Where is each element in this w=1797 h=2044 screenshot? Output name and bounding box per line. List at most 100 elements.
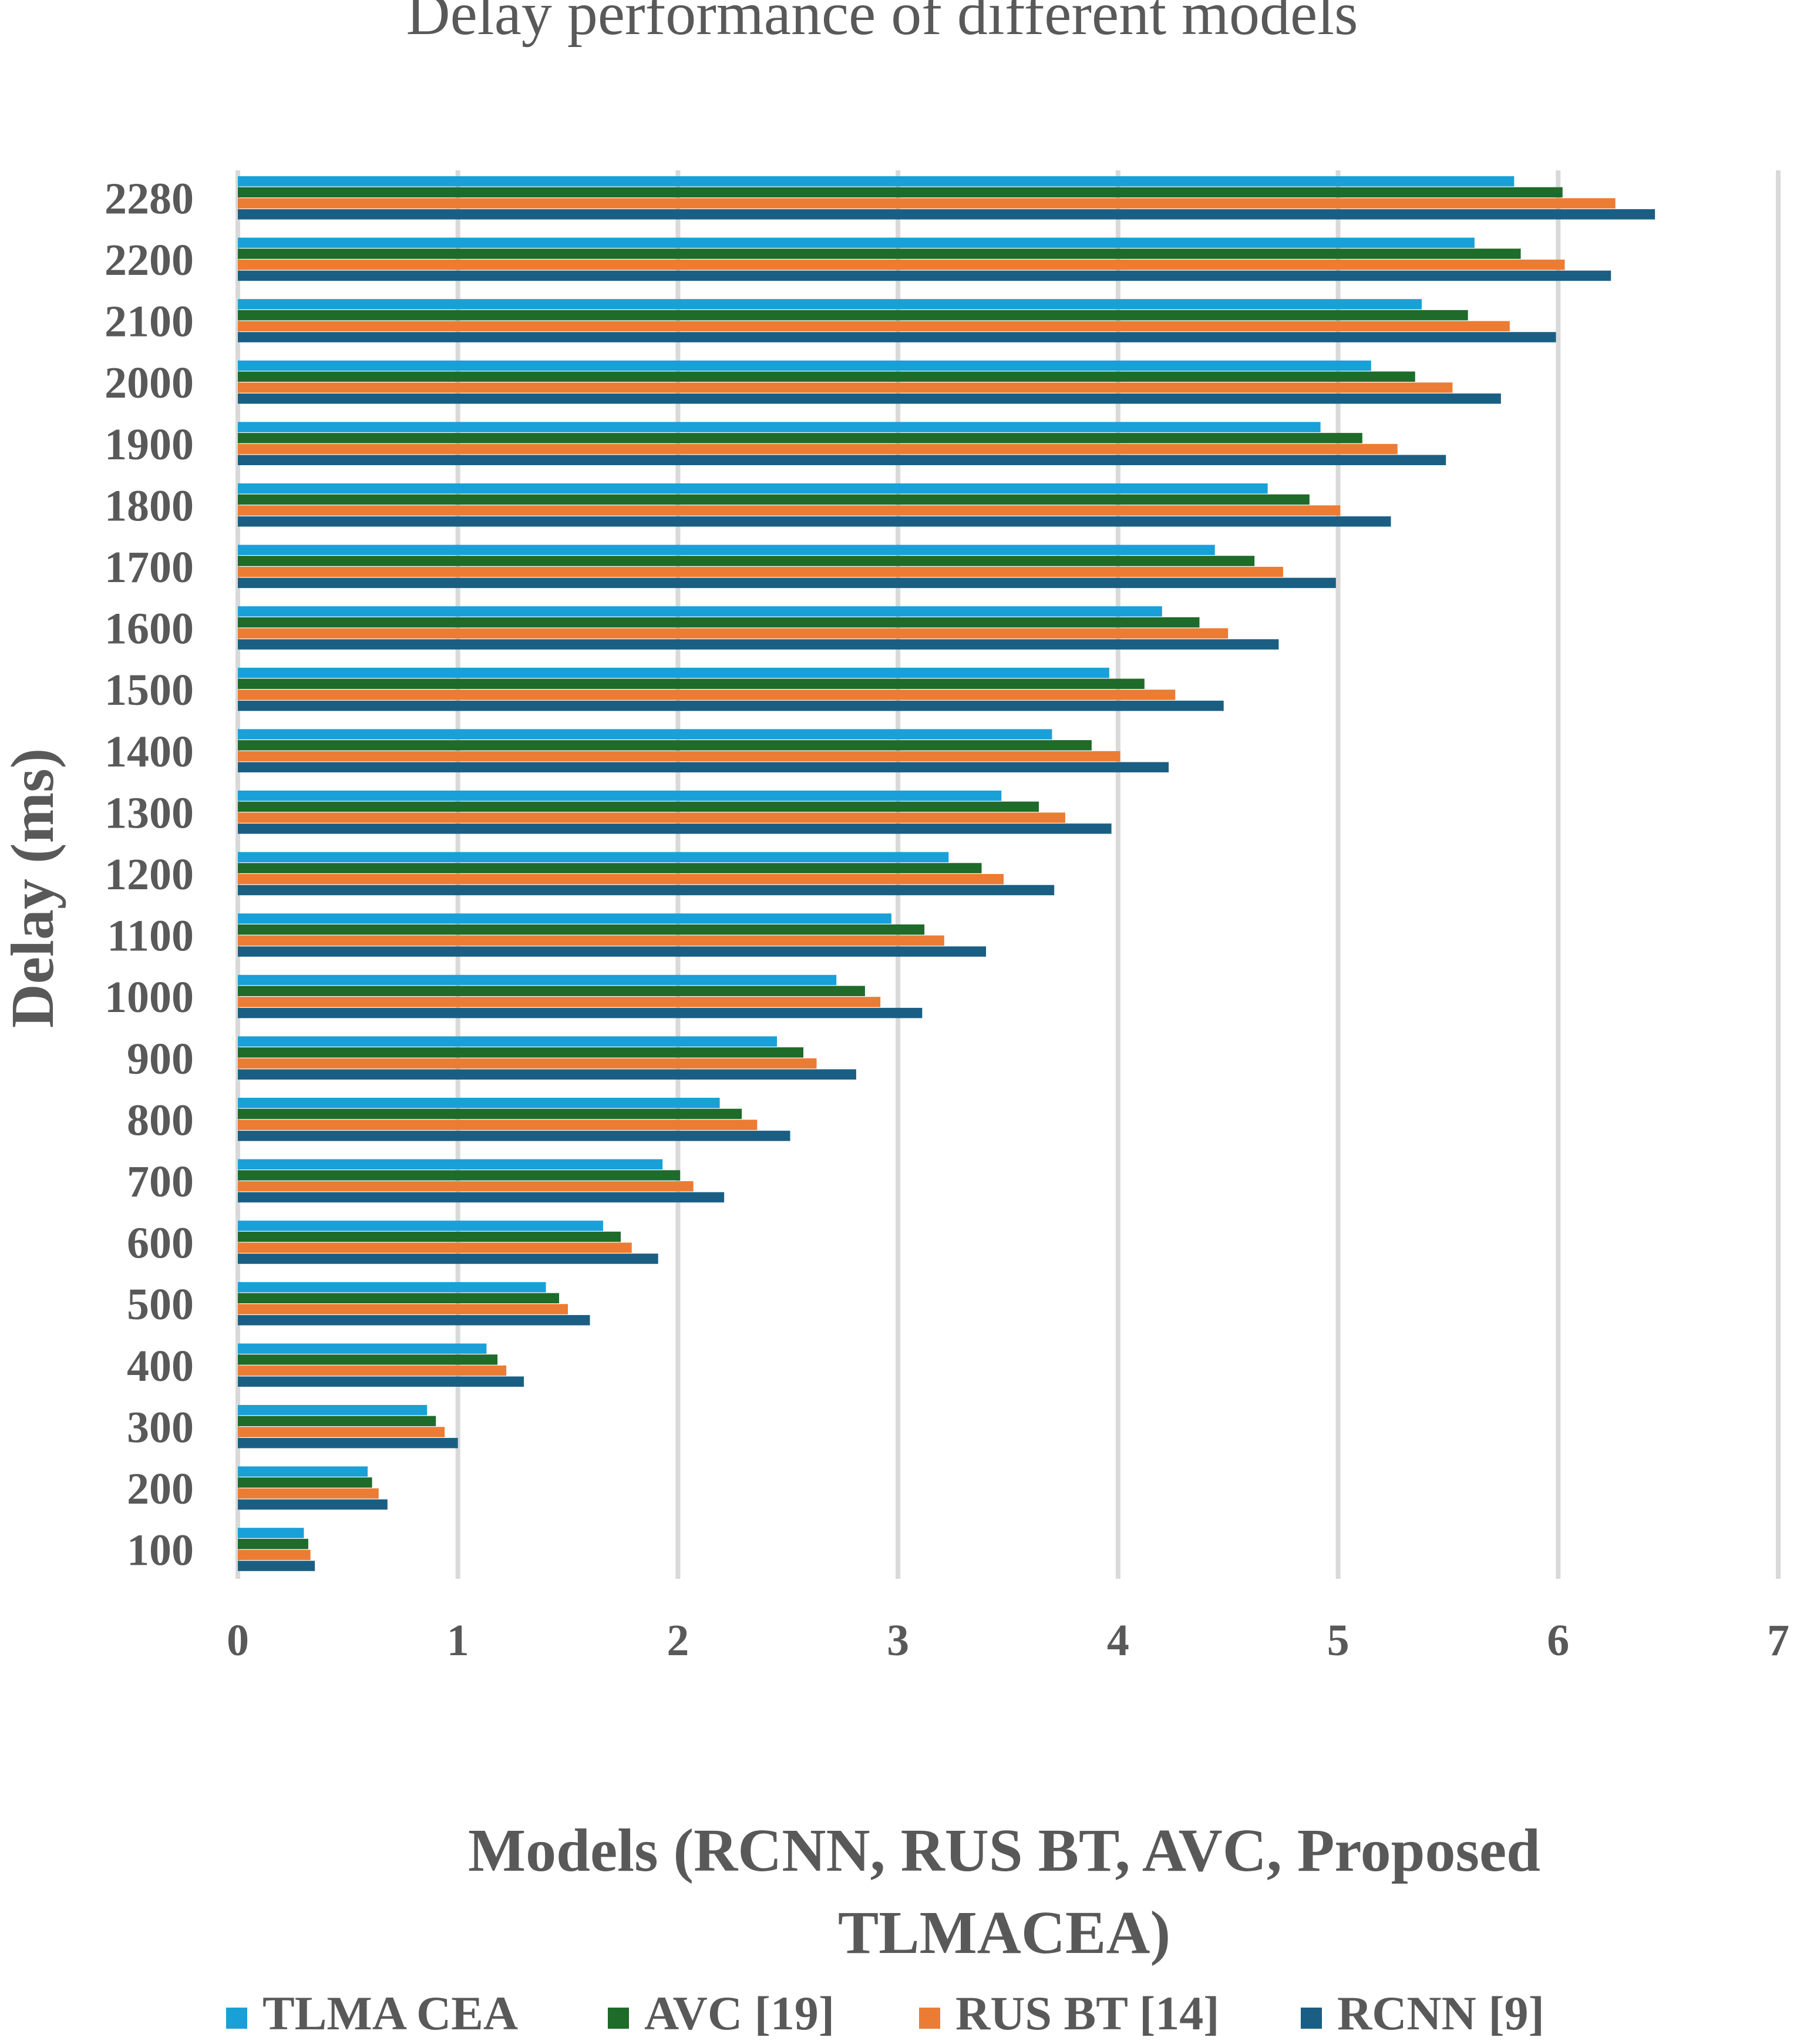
bar-500-s2 <box>238 1304 568 1315</box>
bar-900-s0 <box>238 1036 778 1047</box>
bar-1200-s1 <box>238 863 982 873</box>
bar-300-s0 <box>238 1405 428 1416</box>
bar-900-s1 <box>238 1047 804 1058</box>
bar-1000-s1 <box>238 986 865 996</box>
bar-1800-s0 <box>238 483 1268 494</box>
y-tick-1500: 1500 <box>105 665 194 715</box>
bar-1200-s3 <box>238 885 1055 896</box>
bar-100-s3 <box>238 1561 315 1571</box>
bar-1500-s2 <box>238 690 1176 700</box>
bar-1900-s3 <box>238 455 1446 465</box>
y-tick-1800: 1800 <box>105 481 194 530</box>
bar-1600-s0 <box>238 606 1162 617</box>
bar-200-s1 <box>238 1477 372 1488</box>
bar-500-s1 <box>238 1293 560 1303</box>
bar-1100-s2 <box>238 935 944 946</box>
y-tick-200: 200 <box>127 1464 194 1514</box>
y-tick-2280: 2280 <box>105 174 194 223</box>
bar-2100-s0 <box>238 299 1422 310</box>
bar-900-s2 <box>238 1058 817 1069</box>
chart-title: Delay performance of different models <box>406 0 1358 48</box>
bar-600-s3 <box>238 1253 658 1264</box>
bar-2200-s3 <box>238 270 1611 281</box>
y-tick-1100: 1100 <box>107 912 194 961</box>
y-tick-600: 600 <box>127 1219 194 1268</box>
y-tick-1300: 1300 <box>105 788 194 838</box>
bar-1300-s1 <box>238 801 1039 812</box>
bar-100-s1 <box>238 1538 308 1549</box>
bar-1500-s3 <box>238 700 1224 711</box>
y-axis-label: Delay (ms) <box>0 748 66 1028</box>
bar-2200-s2 <box>238 260 1565 270</box>
legend-label-0: TLMA CEA <box>263 1986 518 2040</box>
bar-2280-s1 <box>238 187 1563 198</box>
bar-2100-s2 <box>238 321 1510 332</box>
bar-1400-s1 <box>238 740 1092 751</box>
legend-swatch-0 <box>226 2008 247 2029</box>
y-tick-2200: 2200 <box>105 236 194 285</box>
bar-600-s1 <box>238 1231 621 1242</box>
bar-2000-s0 <box>238 360 1371 371</box>
bar-1500-s0 <box>238 667 1109 678</box>
bar-1700-s0 <box>238 544 1215 556</box>
legend-swatch-3 <box>1301 2008 1322 2029</box>
bar-1500-s1 <box>238 678 1145 689</box>
bar-2100-s1 <box>238 310 1468 321</box>
bar-2280-s0 <box>238 176 1515 187</box>
bar-200-s3 <box>238 1499 388 1510</box>
bar-1600-s2 <box>238 628 1229 639</box>
legend-swatch-2 <box>919 2008 940 2029</box>
legend-label-1: AVC [19] <box>644 1986 834 2040</box>
x-tick-6: 6 <box>1547 1616 1569 1665</box>
bar-700-s0 <box>238 1159 663 1170</box>
bar-300-s2 <box>238 1427 445 1437</box>
bar-1300-s2 <box>238 812 1065 823</box>
bar-1000-s2 <box>238 997 881 1007</box>
y-tick-1700: 1700 <box>105 543 194 592</box>
bar-800-s1 <box>238 1108 742 1120</box>
x-tick-3: 3 <box>887 1616 909 1665</box>
y-tick-300: 300 <box>127 1403 194 1452</box>
legend-swatch-1 <box>608 2008 629 2029</box>
x-tick-7: 7 <box>1767 1616 1789 1665</box>
bar-700-s1 <box>238 1170 681 1181</box>
bar-2000-s1 <box>238 371 1415 382</box>
bar-1400-s0 <box>238 729 1052 739</box>
legend: TLMA CEA AVC [19] RUS BT [14] RCNN [9] <box>226 1986 1544 2040</box>
bar-1900-s1 <box>238 433 1362 443</box>
y-tick-2000: 2000 <box>105 358 194 408</box>
bar-1800-s2 <box>238 505 1341 516</box>
legend-label-2: RUS BT [14] <box>955 1986 1220 2040</box>
x-tick-1: 1 <box>447 1616 469 1665</box>
y-tick-1900: 1900 <box>105 420 194 469</box>
x-axis-label-line-1: Models (RCNN, RUS BT, AVC, Proposed <box>468 1817 1540 1884</box>
bar-1000-s0 <box>238 974 837 986</box>
bar-1700-s2 <box>238 567 1283 577</box>
bar-1700-s3 <box>238 577 1336 589</box>
bar-2280-s3 <box>238 209 1655 220</box>
bar-2200-s0 <box>238 237 1475 248</box>
bar-500-s3 <box>238 1315 590 1326</box>
bar-1900-s0 <box>238 422 1321 432</box>
x-axis-label-line-2: TLMACEA) <box>838 1899 1170 1966</box>
bar-1100-s1 <box>238 924 925 935</box>
bar-1100-s0 <box>238 913 891 924</box>
bar-1100-s3 <box>238 946 987 957</box>
y-tick-100: 100 <box>127 1526 194 1575</box>
bar-1900-s2 <box>238 443 1398 455</box>
bar-200-s0 <box>238 1466 368 1477</box>
bar-1300-s3 <box>238 823 1112 834</box>
bar-800-s0 <box>238 1098 720 1108</box>
y-tick-500: 500 <box>127 1280 194 1329</box>
y-tick-400: 400 <box>127 1342 194 1391</box>
bar-900-s3 <box>238 1069 856 1080</box>
bar-1200-s0 <box>238 852 949 863</box>
x-tick-2: 2 <box>667 1616 689 1665</box>
bar-500-s0 <box>238 1282 546 1293</box>
bar-100-s2 <box>238 1549 311 1561</box>
y-tick-labels: 2280 2200 2100 2000 1900 1800 1700 1600 1500 1400… <box>105 174 194 1575</box>
y-tick-2100: 2100 <box>105 297 194 347</box>
y-tick-900: 900 <box>127 1034 194 1084</box>
bar-800-s2 <box>238 1120 758 1130</box>
